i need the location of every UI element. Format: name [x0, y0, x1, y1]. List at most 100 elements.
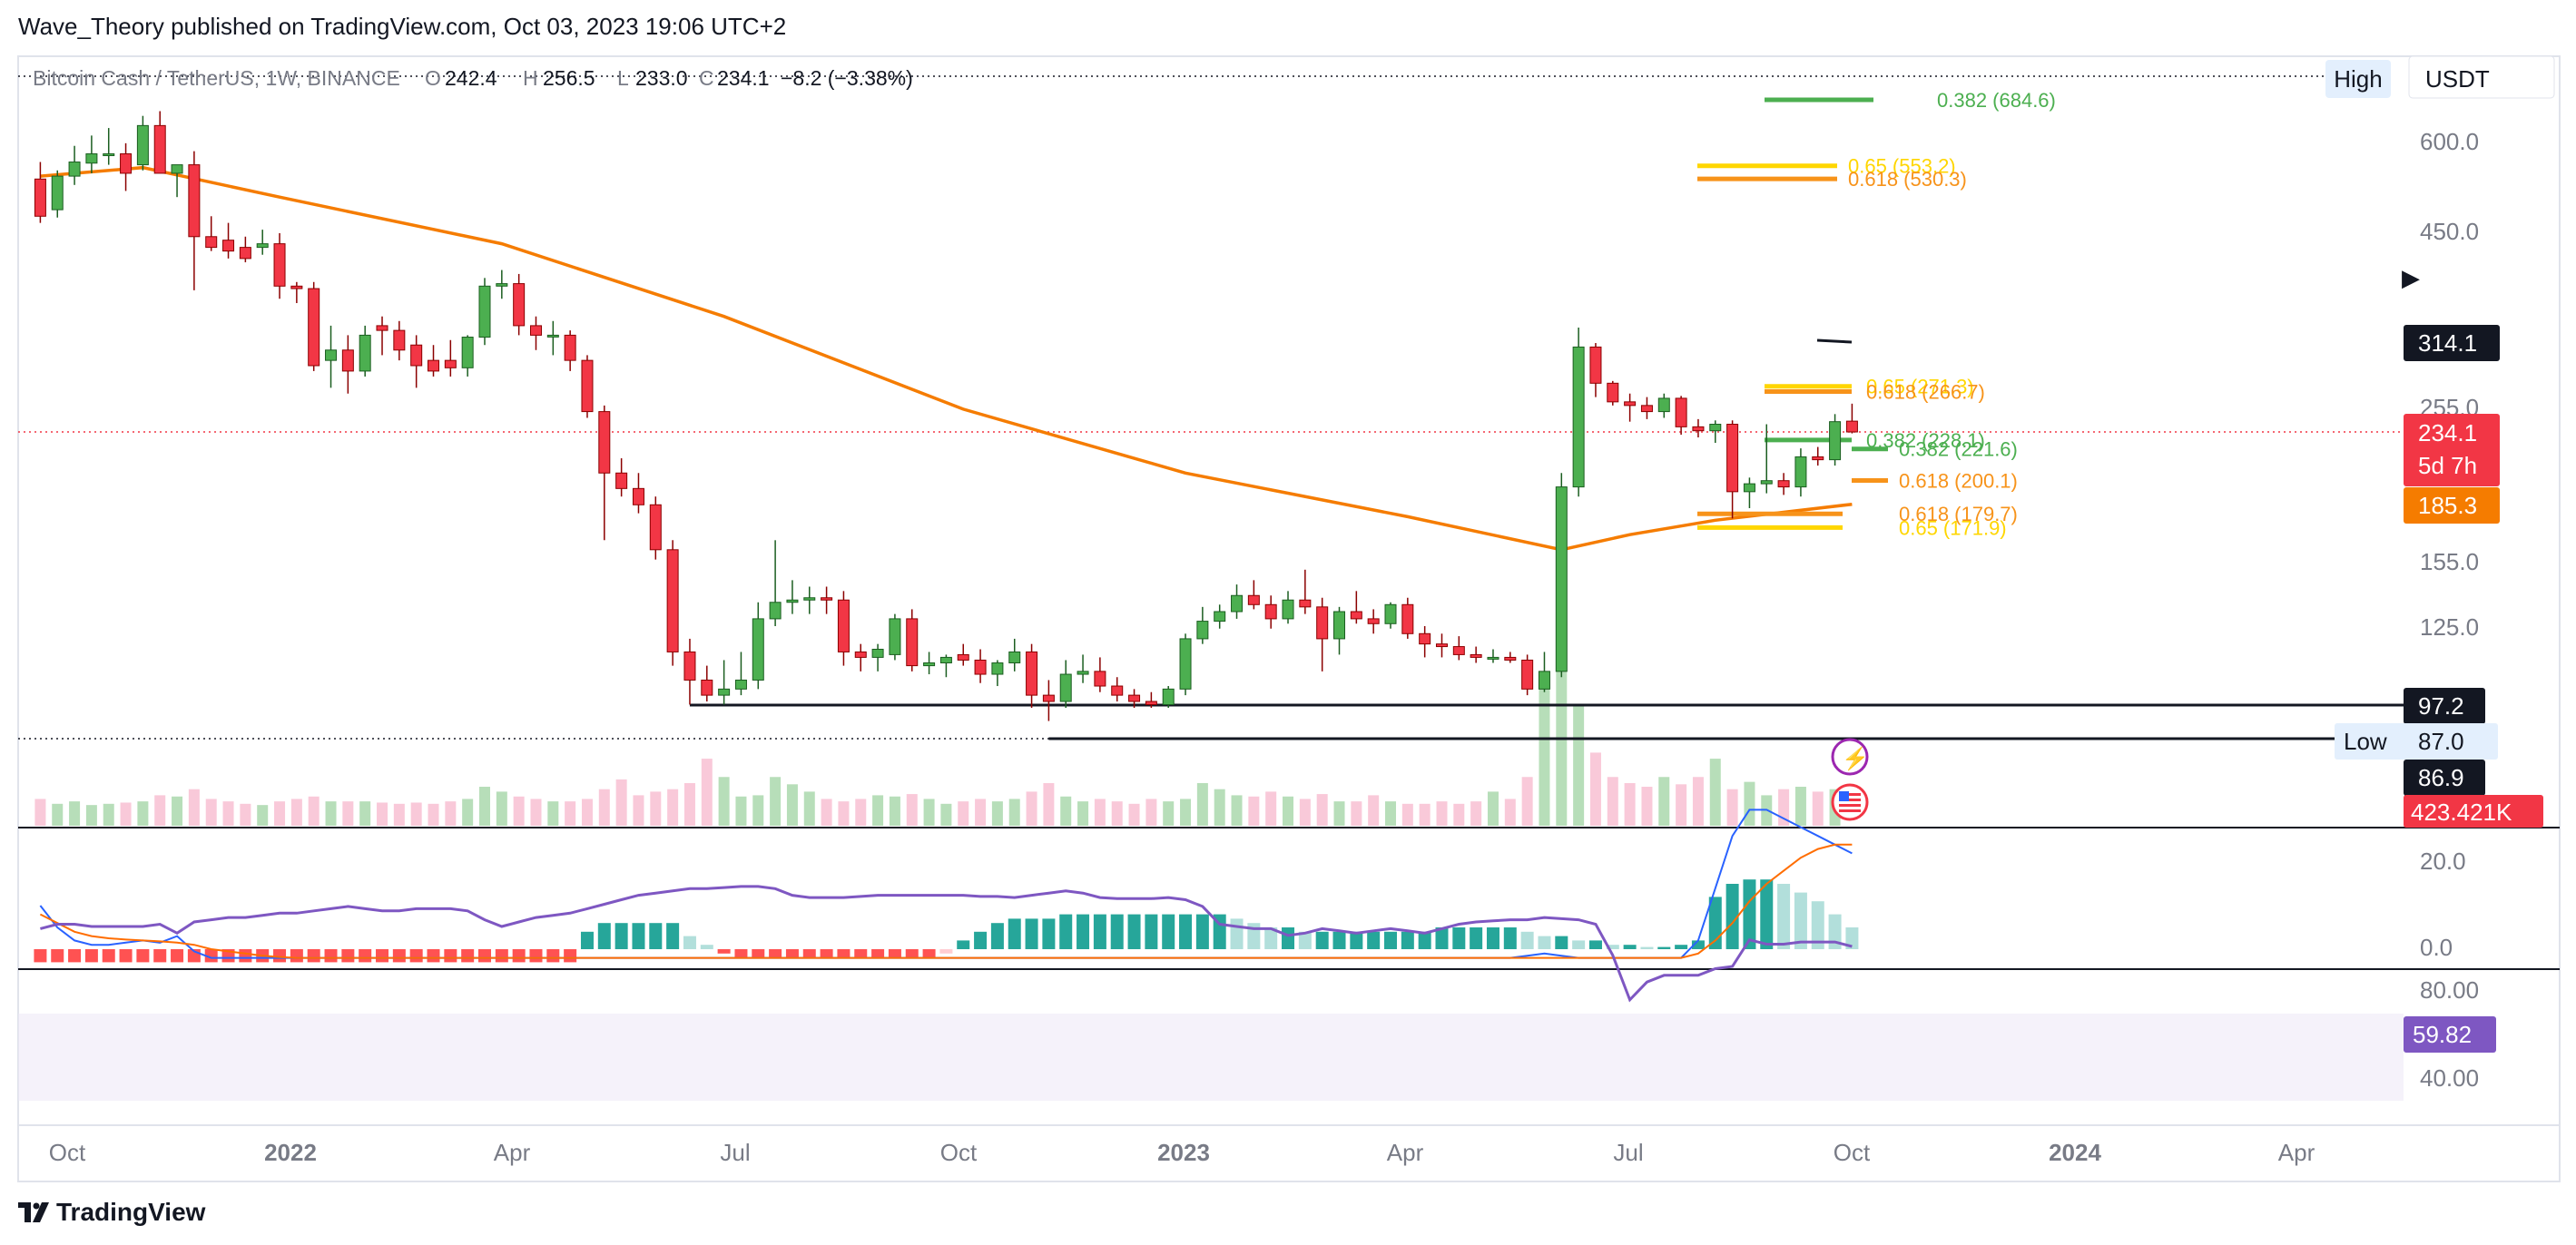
- macd-histogram-bar: [1367, 931, 1381, 949]
- macd-histogram-bar: [1401, 931, 1414, 949]
- volume-bar: [958, 801, 969, 826]
- currency-button-bg[interactable]: [2408, 55, 2555, 99]
- macd-histogram-bar: [1538, 936, 1551, 949]
- volume-bar: [1419, 803, 1431, 826]
- tradingview-brand[interactable]: TradingView: [18, 1198, 205, 1227]
- macd-histogram-bar: [854, 949, 868, 958]
- ohlc-high: 256.5: [543, 66, 595, 90]
- volume-bar: [821, 799, 832, 826]
- candle-body: [854, 651, 867, 658]
- macd-histogram-bar: [1486, 927, 1499, 949]
- candle-body: [1845, 420, 1858, 433]
- us-flag-icon[interactable]: [1831, 783, 1869, 821]
- macd-histogram-bar: [204, 949, 218, 963]
- price-tick: 155.0: [2420, 548, 2479, 575]
- time-tick: Apr: [494, 1139, 531, 1166]
- volume-bar: [1676, 784, 1687, 826]
- volume-bar: [1180, 799, 1192, 826]
- candle-body: [239, 247, 251, 260]
- volume-bar: [103, 803, 114, 826]
- high-button-bg[interactable]: [2325, 60, 2391, 98]
- macd-histogram-bar: [1025, 918, 1038, 949]
- time-tick: Oct: [1834, 1139, 1871, 1166]
- macd-histogram-bar: [683, 936, 696, 949]
- macd-histogram-bar: [1828, 914, 1842, 949]
- candle-body: [1504, 656, 1517, 661]
- macd-histogram-bar: [1555, 936, 1568, 949]
- volume-bar: [52, 803, 64, 826]
- ma-label: 185.3: [2418, 492, 2477, 519]
- time-tick: Apr: [2278, 1139, 2315, 1166]
- candle-body: [1829, 421, 1842, 461]
- volume-bar: [581, 799, 593, 826]
- candle-body: [1487, 656, 1499, 660]
- fib-level-label: 0.65 (271.3): [1866, 376, 1974, 398]
- scroll-arrow-icon[interactable]: ▶: [2402, 264, 2420, 291]
- macd-histogram-bar: [1418, 931, 1431, 949]
- marker-line: [1816, 338, 1853, 344]
- volume-bar: [496, 791, 507, 826]
- volume-bar: [393, 803, 405, 826]
- rsi-value-badge: [2404, 1016, 2496, 1053]
- candle-body: [1726, 424, 1739, 493]
- macd-histogram-bar: [1760, 879, 1774, 949]
- volume-bar: [1111, 801, 1123, 826]
- currency-button[interactable]: USDT: [2425, 65, 2490, 93]
- symbol-legend[interactable]: Bitcoin Cash / TetherUS, 1W, BINANCE: [33, 66, 400, 90]
- candle-body: [1572, 346, 1585, 488]
- fib-level-label: 0.618 (200.1): [1899, 470, 2018, 493]
- candle-body: [821, 597, 833, 601]
- fib-levels-layer: 0.382 (684.6) 0.65 (553.2)0.618 (530.3) 0.…: [1697, 89, 2056, 539]
- macd-histogram-bar: [1042, 918, 1056, 949]
- macd-histogram-bar: [905, 949, 919, 958]
- macd-histogram-bar: [666, 923, 680, 949]
- volume-bar: [240, 803, 251, 826]
- macd-histogram-bar: [171, 949, 184, 963]
- macd-histogram-bar: [1503, 927, 1517, 949]
- candle-body: [1743, 483, 1755, 493]
- macd-histogram-bar: [1195, 914, 1209, 949]
- lightning-icon[interactable]: ⚡: [1831, 738, 1869, 776]
- volume-bar: [1060, 796, 1072, 826]
- macd-histogram-bar: [1350, 931, 1363, 949]
- candle-body: [1555, 486, 1568, 672]
- volume-bar: [1196, 782, 1208, 826]
- volume-bar: [1008, 799, 1020, 826]
- candle-body: [1231, 594, 1244, 613]
- publisher-line: Wave_Theory published on TradingView.com…: [18, 13, 787, 40]
- candle-body: [752, 618, 764, 681]
- candle-body: [1760, 480, 1773, 485]
- volume-bar: [69, 801, 81, 826]
- candle-body: [1657, 397, 1670, 413]
- macd-histogram-bar: [529, 949, 543, 963]
- macd-histogram-bar: [427, 949, 440, 963]
- volume-bar: [1658, 777, 1670, 826]
- time-axis: Oct 2022 Apr Jul Oct 2023 Apr Jul Oct 20…: [49, 1139, 2315, 1166]
- candle-body: [1794, 456, 1807, 488]
- candle-body: [1538, 671, 1550, 690]
- macd-histogram-bar: [580, 931, 594, 949]
- macd-histogram-bar: [837, 949, 850, 958]
- time-tick: Oct: [940, 1139, 978, 1166]
- candle-body: [1145, 701, 1157, 705]
- volume-bar: [940, 803, 952, 826]
- candle-body: [478, 285, 491, 338]
- volume-bar: [1384, 801, 1396, 826]
- time-tick: 2023: [1157, 1139, 1210, 1166]
- macd-histogram-bar: [1657, 946, 1671, 949]
- candle-body: [1247, 594, 1260, 605]
- macd-histogram-bar: [1623, 945, 1637, 949]
- volume-bar: [205, 799, 217, 826]
- candle-body: [1607, 382, 1619, 403]
- macd-histogram-bar: [1777, 884, 1791, 949]
- macd-histogram-bar: [1110, 914, 1124, 949]
- high-button[interactable]: High: [2334, 65, 2382, 93]
- macd-histogram-bar: [785, 949, 799, 958]
- candles-layer: [34, 111, 1858, 721]
- price-tick: 600.0: [2420, 128, 2479, 155]
- macd-histogram-bar: [1572, 940, 1586, 949]
- candle-body: [529, 325, 542, 336]
- candle-body: [273, 243, 286, 287]
- rsi-tick: 40.00: [2420, 1064, 2479, 1092]
